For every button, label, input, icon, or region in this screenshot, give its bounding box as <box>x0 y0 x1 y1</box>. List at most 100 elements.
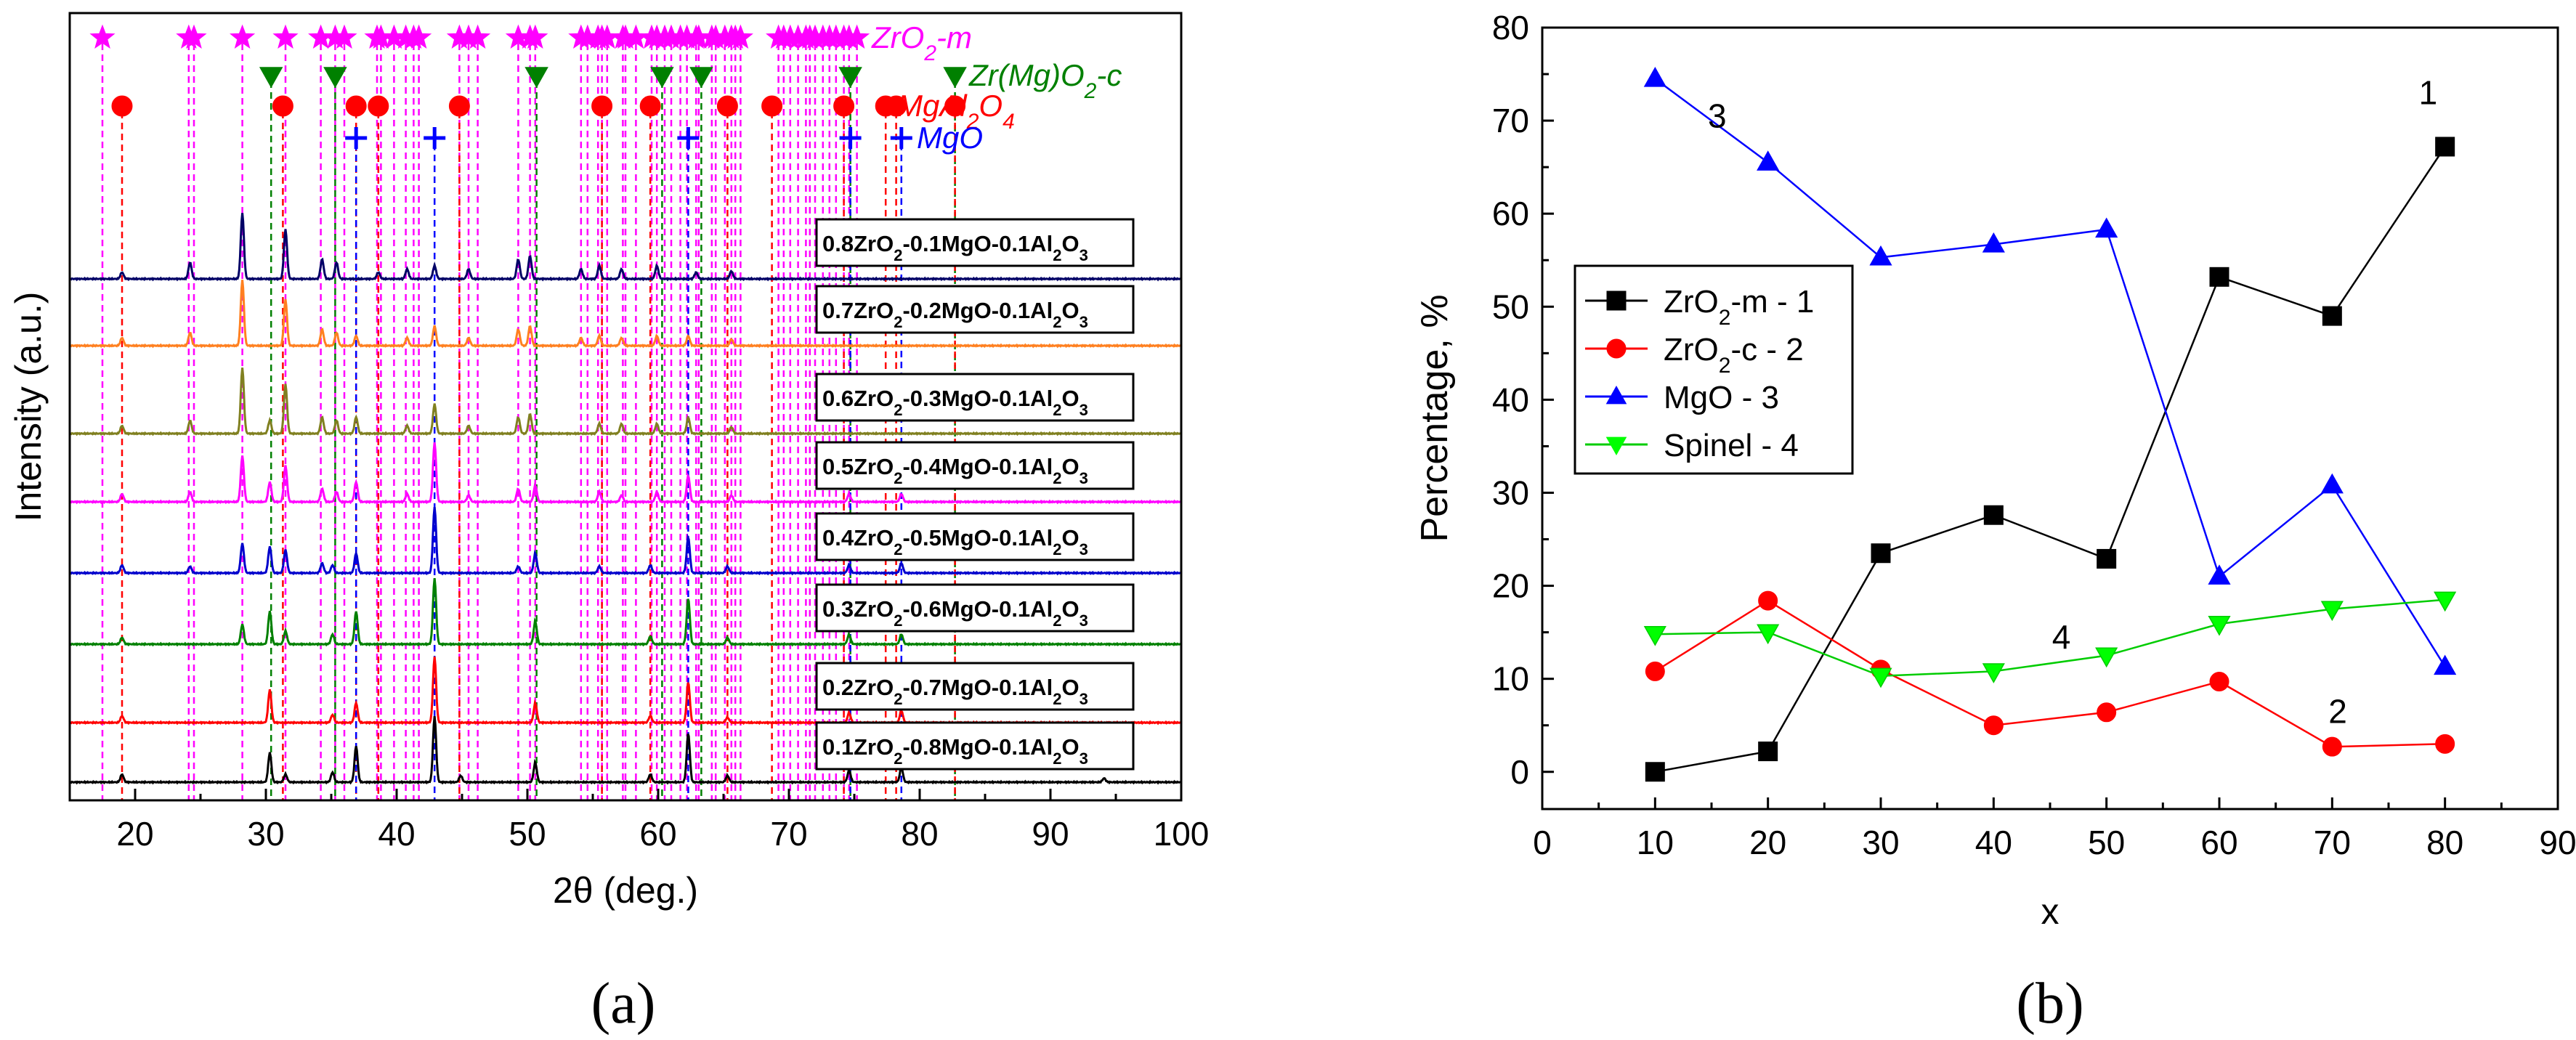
series-line <box>1655 598 2445 678</box>
reference-marker <box>368 95 389 117</box>
x-tick-label: 20 <box>1749 824 1786 861</box>
xrd-pattern-line <box>69 442 1181 505</box>
y-tick-label: 10 <box>1492 660 1529 698</box>
data-point <box>1757 150 1780 171</box>
data-point <box>2434 654 2457 675</box>
panel-a-label: (a) <box>591 972 656 1036</box>
pattern-label-box <box>815 662 1135 711</box>
pattern-label-box <box>815 218 1135 267</box>
y-axis-title-b: Percentage, % <box>1414 294 1456 542</box>
legend-label: ZrO2-m - 1 <box>1664 284 1814 330</box>
x-tick-label: 70 <box>2314 824 2351 861</box>
xrd-pattern-line <box>69 367 1181 436</box>
reference-marker <box>591 95 613 117</box>
reference-marker <box>111 95 133 117</box>
reference-marker <box>448 95 470 117</box>
x-tick-label: 80 <box>2426 824 2463 861</box>
data-point <box>2097 702 2117 723</box>
data-point <box>1982 232 2005 253</box>
data-point <box>1645 661 1665 681</box>
series <box>1645 137 2455 782</box>
reference-marker <box>524 67 548 89</box>
x-axis-title-a: 2θ (deg.) <box>553 870 698 911</box>
reference-marker <box>844 24 870 49</box>
data-point <box>2320 601 2344 622</box>
x-tick-label: 30 <box>247 815 284 853</box>
reference-label: MgO <box>917 121 983 155</box>
data-point <box>1645 762 1665 782</box>
reference-marker <box>677 127 700 149</box>
legend-label: ZrO2-c - 2 <box>1664 332 1804 378</box>
reference-marker <box>89 24 116 49</box>
reference-marker <box>345 127 368 149</box>
reference-marker <box>331 24 357 49</box>
data-point <box>2322 306 2342 326</box>
data-point <box>1758 742 1778 762</box>
y-tick-label: 70 <box>1492 102 1529 139</box>
pattern-labels: 0.1ZrO2-0.8MgO-0.1Al2O3 0.2ZrO2-0.7MgO-0.… <box>815 218 1135 771</box>
reference-label: MgAl2O4 <box>897 89 1015 134</box>
reference-marker <box>650 67 674 89</box>
data-point <box>2097 548 2117 569</box>
reference-marker <box>465 24 491 49</box>
y-tick-label: 20 <box>1492 567 1529 605</box>
pattern-label-box <box>815 512 1135 561</box>
data-point <box>2322 736 2342 757</box>
reference-markers <box>89 24 967 149</box>
x-tick-label: 80 <box>901 815 938 853</box>
data-point <box>1983 715 2004 736</box>
axes-ticks-b: 0 10 20 30 40 50 60 70 80 90 0 10 20 30 40 50 60 70 80 <box>1492 9 2576 861</box>
x-tick-label: 0 <box>1533 824 1552 861</box>
x-tick-label: 60 <box>2200 824 2237 861</box>
pattern-label-box <box>815 583 1135 633</box>
series-line <box>1654 599 2445 748</box>
reference-marker <box>716 95 738 117</box>
xrd-pattern-line <box>69 577 1181 647</box>
data-point <box>1643 626 1666 646</box>
reference-label: ZrO2-m <box>871 20 972 65</box>
reference-marker <box>890 127 912 149</box>
pattern-label: 0.7ZrO2-0.2MgO-0.1Al2O3 <box>822 298 1088 331</box>
reference-marker <box>943 67 967 89</box>
series-annotation: 2 <box>2328 693 2347 731</box>
x-axis-ticks: 20 30 40 50 60 70 80 90 100 <box>68 789 1210 853</box>
data-point <box>1983 505 2004 525</box>
pattern-label: 0.3ZrO2-0.6MgO-0.1Al2O3 <box>822 596 1088 630</box>
data-point <box>1758 590 1778 611</box>
series-annotation: 4 <box>2052 618 2071 656</box>
reference-marker <box>689 67 713 89</box>
y-tick-label: 60 <box>1492 195 1529 232</box>
reference-marker <box>181 24 207 49</box>
reference-marker <box>833 95 855 117</box>
x-tick-label: 50 <box>2088 824 2125 861</box>
legend-marker <box>1606 338 1627 359</box>
data-point <box>1869 245 1892 266</box>
x-tick-label: 60 <box>639 815 676 853</box>
data-point <box>2209 267 2229 287</box>
y-tick-label: 30 <box>1492 474 1529 511</box>
data-point <box>1982 663 2005 683</box>
pattern-label: 0.5ZrO2-0.4MgO-0.1Al2O3 <box>822 454 1088 487</box>
x-tick-label: 50 <box>509 815 546 853</box>
series-b <box>1643 66 2457 782</box>
legend-marker <box>1605 436 1627 455</box>
reference-marker <box>345 95 367 117</box>
legend-label: MgO - 3 <box>1664 380 1779 415</box>
x-tick-label: 90 <box>1032 815 1069 853</box>
series-line <box>1654 78 2446 667</box>
series <box>1645 590 2455 757</box>
x-tick-label: 40 <box>378 815 415 853</box>
reference-marker <box>838 67 862 89</box>
reference-marker <box>639 95 661 117</box>
pattern-label-box <box>815 441 1135 490</box>
data-point <box>2209 672 2229 692</box>
x-tick-label: 100 <box>1154 815 1210 853</box>
pattern-label-box <box>815 285 1135 334</box>
x-tick-label: 20 <box>116 815 153 853</box>
pattern-label: 0.2ZrO2-0.7MgO-0.1Al2O3 <box>822 675 1088 708</box>
data-point <box>2434 591 2457 612</box>
xrd-pattern-line <box>69 213 1181 282</box>
pattern-label-box <box>815 373 1135 422</box>
